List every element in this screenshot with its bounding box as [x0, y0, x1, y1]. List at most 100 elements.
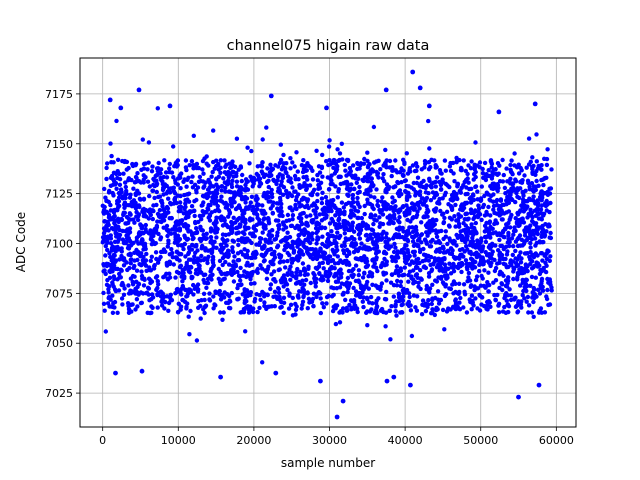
data-point: [372, 160, 377, 165]
data-point: [227, 293, 232, 299]
data-point: [110, 247, 116, 252]
data-point: [438, 187, 444, 192]
data-point: [430, 282, 435, 287]
data-point: [192, 213, 197, 219]
data-point: [540, 258, 545, 263]
data-point: [123, 184, 128, 190]
data-point: [391, 283, 397, 288]
data-point: [461, 237, 466, 242]
data-point: [517, 195, 522, 201]
data-point: [265, 166, 270, 171]
data-point: [486, 168, 491, 173]
data-point: [146, 160, 151, 165]
data-point: [105, 247, 110, 253]
data-point: [158, 294, 164, 299]
data-point: [457, 300, 462, 305]
data-point: [510, 197, 515, 203]
data-point: [148, 258, 153, 263]
data-point: [366, 274, 371, 279]
data-point: [453, 306, 458, 312]
data-point: [201, 194, 207, 199]
data-point: [464, 310, 470, 315]
data-point: [338, 309, 344, 314]
data-point: [289, 223, 295, 228]
data-point: [196, 165, 201, 171]
data-point: [111, 274, 117, 279]
data-point: [266, 221, 272, 226]
data-point: [456, 291, 461, 296]
data-point: [322, 211, 328, 216]
data-point: [335, 254, 340, 259]
data-point: [366, 226, 371, 231]
data-point: [214, 235, 219, 240]
data-point: [336, 235, 342, 241]
data-point: [500, 287, 505, 293]
data-point: [526, 136, 532, 141]
data-point: [505, 302, 510, 308]
data-point: [408, 219, 413, 224]
data-point: [441, 250, 447, 255]
data-point: [537, 308, 542, 313]
data-point: [210, 254, 216, 260]
data-point: [254, 242, 259, 247]
data-point: [511, 276, 516, 282]
data-point: [357, 166, 362, 171]
data-point: [131, 217, 136, 222]
data-point: [314, 215, 319, 220]
data-point: [235, 218, 240, 223]
data-point: [518, 165, 523, 171]
data-point: [389, 173, 394, 179]
data-point: [529, 181, 535, 186]
data-point: [129, 302, 134, 307]
data-point: [140, 291, 146, 296]
data-point: [189, 265, 194, 270]
data-point: [411, 187, 416, 192]
data-point: [149, 254, 154, 259]
data-point: [312, 276, 317, 281]
data-point: [164, 204, 170, 210]
data-point: [508, 225, 513, 230]
data-point: [539, 198, 544, 203]
data-point: [221, 245, 226, 251]
data-point: [378, 221, 383, 226]
data-point: [495, 172, 500, 177]
data-point: [518, 250, 523, 255]
data-point: [382, 249, 387, 254]
data-point: [138, 197, 143, 202]
data-point: [318, 310, 323, 316]
data-point: [355, 309, 360, 315]
data-point: [497, 257, 502, 262]
data-point: [538, 283, 543, 288]
data-point: [423, 258, 428, 263]
data-point: [386, 246, 391, 251]
data-point: [229, 202, 234, 207]
outlier-point: [340, 398, 346, 404]
data-point: [293, 225, 298, 231]
data-point: [493, 298, 498, 303]
data-point: [478, 196, 484, 201]
data-point: [277, 213, 283, 218]
data-point: [158, 237, 163, 242]
data-point: [143, 222, 148, 228]
data-point: [218, 165, 223, 170]
data-point: [288, 264, 293, 269]
data-point: [283, 237, 289, 243]
data-point: [226, 189, 232, 194]
data-point: [183, 201, 188, 206]
data-point: [297, 227, 302, 232]
data-point: [533, 184, 539, 189]
data-point: [121, 212, 126, 218]
data-point: [310, 168, 315, 173]
data-point: [139, 241, 144, 246]
data-point: [351, 163, 356, 168]
data-point: [315, 252, 320, 257]
data-point: [218, 242, 224, 247]
data-point: [219, 194, 224, 199]
data-point: [468, 207, 474, 212]
data-point: [130, 279, 135, 285]
data-point: [371, 241, 376, 247]
data-point: [365, 178, 370, 184]
data-point: [321, 266, 326, 271]
data-point: [192, 254, 197, 259]
